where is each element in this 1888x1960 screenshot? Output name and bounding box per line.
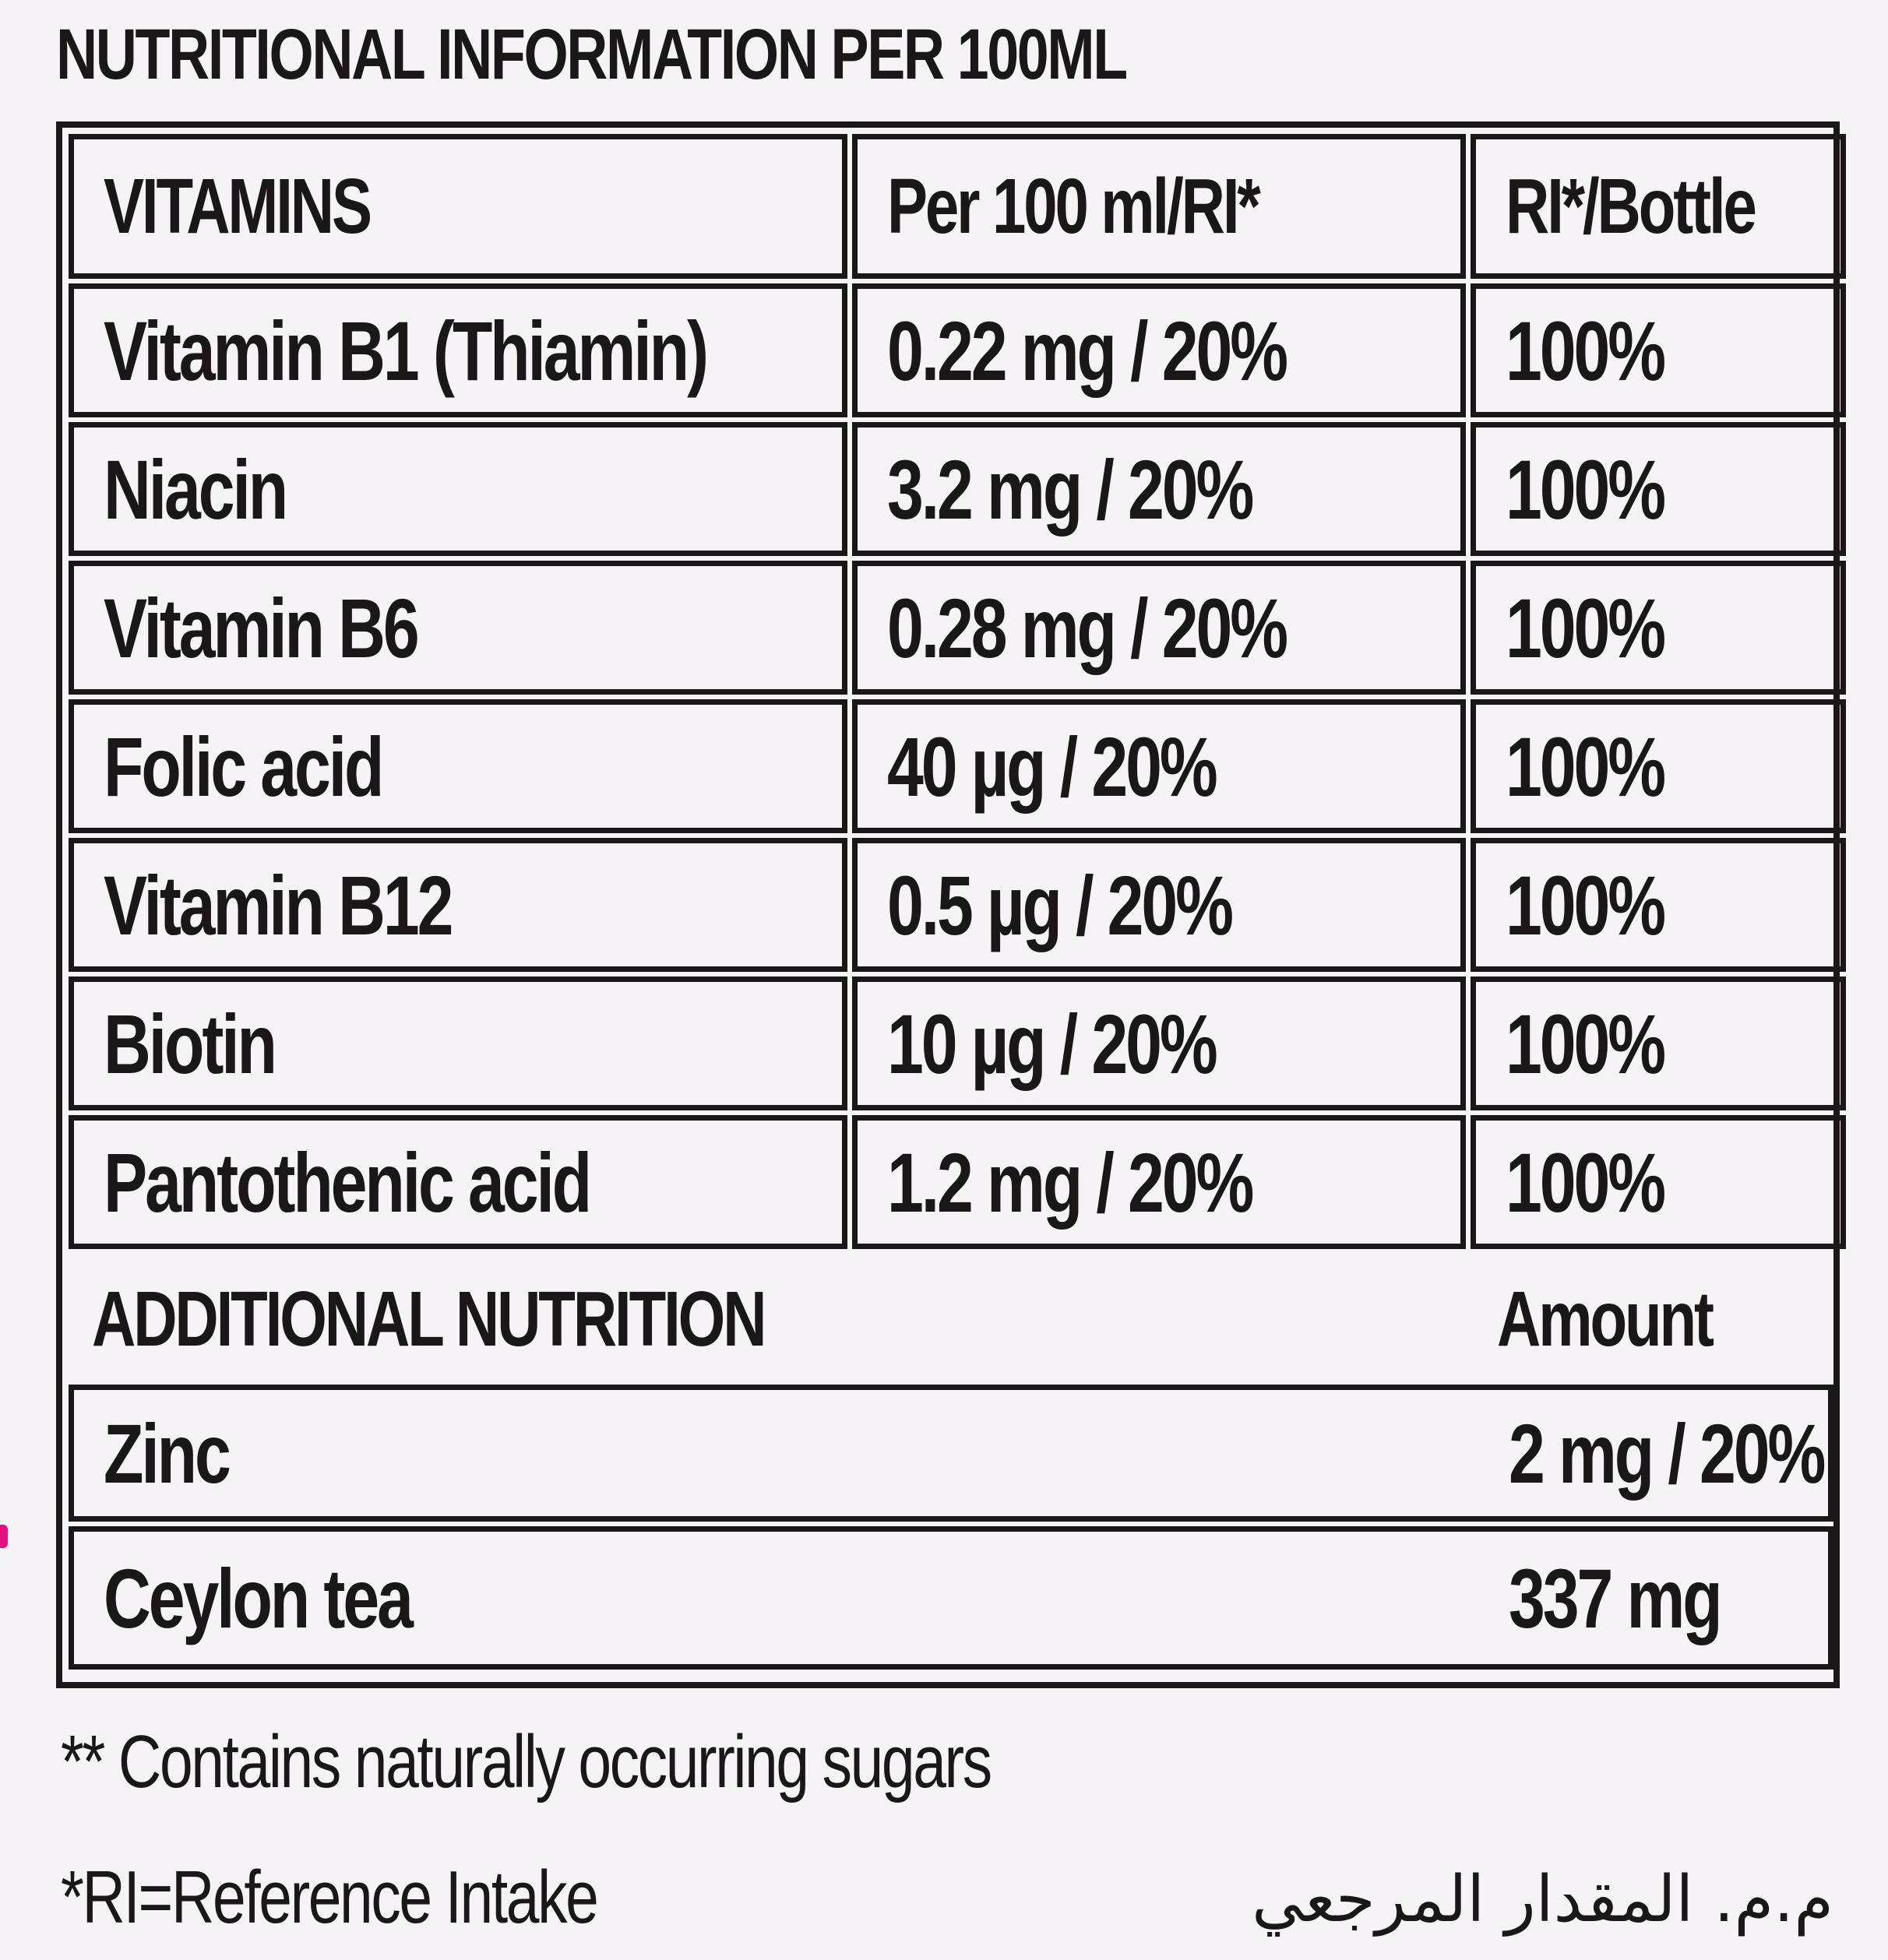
vitamin-name: Vitamin B1 (Thiamin)	[69, 283, 847, 417]
vitamin-per-100ml: 1.2 mg / 20%	[852, 1115, 1466, 1249]
nutrient-name: Ceylon tea	[104, 1550, 414, 1645]
vitamin-per-100ml: 0.5 µg / 20%	[852, 838, 1466, 972]
vitamin-name: Vitamin B12	[69, 838, 847, 972]
vitamin-name: Folic acid	[69, 699, 847, 833]
page-title: NUTRITIONAL INFORMATION PER 100ML	[56, 15, 1128, 94]
vitamin-ri-bottle: 100%	[1471, 561, 1846, 695]
footnote-arabic: م.م. المقدار المرجعي	[1252, 1863, 1833, 1937]
vitamin-name: Pantothenic acid	[69, 1115, 847, 1249]
vitamin-ri-bottle: 100%	[1471, 699, 1846, 833]
vitamin-name: Vitamin B6	[69, 561, 847, 695]
column-header-per-100ml: Per 100 ml/RI*	[852, 134, 1466, 279]
vitamin-ri-bottle: 100%	[1471, 838, 1846, 972]
vitamin-name: Niacin	[69, 422, 847, 556]
vitamin-ri-bottle: 100%	[1471, 976, 1846, 1110]
vitamin-name: Biotin	[69, 976, 847, 1110]
nutrient-amount: 337 mg	[1509, 1550, 1723, 1645]
nutrient-name: Zinc	[104, 1406, 231, 1501]
footnote-sugars: ** Contains naturally occurring sugars	[61, 1720, 992, 1803]
nutrient-amount: 2 mg / 20%	[1509, 1406, 1826, 1501]
column-header-vitamins: VITAMINS	[69, 134, 847, 279]
vitamin-ri-bottle: 100%	[1471, 1115, 1846, 1249]
vitamin-per-100ml: 0.22 mg / 20%	[852, 283, 1466, 417]
column-header-ri-bottle: RI*/Bottle	[1471, 134, 1846, 279]
vitamin-per-100ml: 10 µg / 20%	[852, 976, 1466, 1110]
nutrition-table: VITAMINS Per 100 ml/RI* RI*/Bottle Vitam…	[56, 121, 1846, 1688]
column-header-additional: ADDITIONAL NUTRITION	[92, 1275, 767, 1363]
vitamin-per-100ml: 0.28 mg / 20%	[852, 561, 1466, 695]
table-row: Ceylon tea 337 mg	[69, 1526, 1833, 1670]
vitamin-per-100ml: 3.2 mg / 20%	[852, 422, 1466, 556]
vitamin-per-100ml: 40 µg / 20%	[852, 699, 1466, 833]
additional-nutrition-header: ADDITIONAL NUTRITION Amount	[62, 1254, 1833, 1385]
table-row: Zinc 2 mg / 20%	[69, 1385, 1833, 1522]
column-header-amount: Amount	[1497, 1275, 1714, 1363]
vitamin-ri-bottle: 100%	[1471, 422, 1846, 556]
footnote-reference-intake: *RI=Reference Intake	[61, 1856, 599, 1939]
vitamin-ri-bottle: 100%	[1471, 283, 1846, 417]
edge-mark	[0, 1525, 8, 1548]
